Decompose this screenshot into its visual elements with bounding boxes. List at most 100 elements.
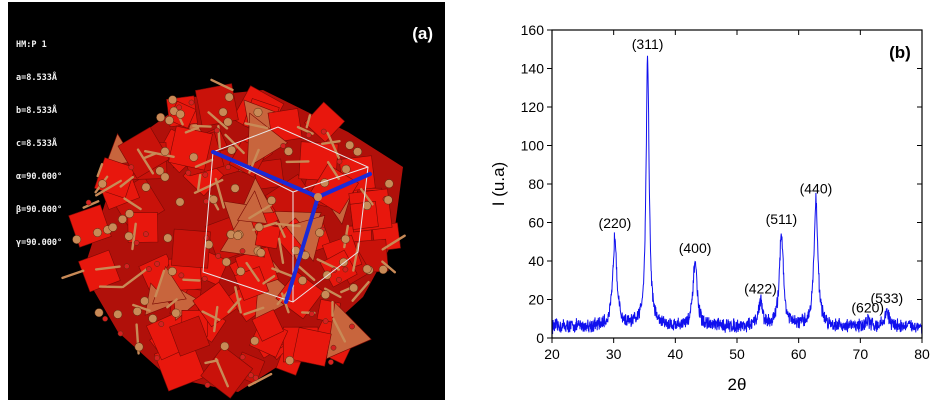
bond — [381, 260, 396, 274]
bond — [210, 78, 234, 92]
bond — [184, 126, 200, 134]
oxygen-atom — [117, 330, 124, 337]
bond — [143, 149, 175, 159]
bond — [243, 306, 265, 316]
bond — [204, 359, 219, 365]
crystal-structure-panel: HM:P 1 a=8.533Å b=8.533Å c=8.533Å α=90.0… — [8, 2, 445, 400]
bond — [94, 179, 123, 197]
x-tick-label: 20 — [544, 346, 560, 362]
bond — [82, 200, 100, 209]
oxygen-atom — [128, 164, 135, 171]
oxygen-atom — [85, 199, 92, 206]
plot-frame — [551, 29, 923, 339]
octahedron — [168, 125, 213, 171]
peak-label: (533) — [871, 290, 904, 306]
oxygen-atom — [336, 276, 342, 283]
oxygen-atom — [214, 127, 220, 134]
metal-atom — [341, 164, 351, 174]
metal-atom — [141, 182, 151, 192]
bond — [214, 357, 230, 388]
metal-atom — [256, 248, 266, 258]
metal-atom — [384, 179, 394, 189]
bond — [275, 222, 301, 228]
bond — [192, 124, 212, 128]
oxygen-atom — [154, 355, 160, 361]
metal-atom — [267, 195, 277, 205]
metal-atom — [113, 309, 123, 319]
peak-label: (422) — [744, 280, 777, 296]
bond — [61, 269, 85, 280]
x-tick-label: 30 — [606, 346, 622, 362]
crystal-axis-b — [316, 172, 372, 199]
x-tick-label: 40 — [668, 346, 684, 362]
peak-label: (620) — [851, 300, 884, 316]
bond — [262, 274, 276, 285]
peak-label: (440) — [800, 180, 833, 196]
metal-atom — [383, 195, 393, 205]
octahedron — [292, 327, 332, 367]
bond — [132, 303, 151, 312]
oxygen-atom — [336, 158, 343, 165]
tetrahedron — [237, 190, 268, 224]
oxygen-atom — [146, 266, 152, 272]
unit-cell-edge — [292, 166, 369, 193]
metal-atom — [233, 231, 243, 240]
bond — [381, 234, 406, 251]
metal-atom — [163, 233, 173, 243]
bond — [119, 175, 135, 188]
bond — [227, 297, 242, 314]
bond — [285, 160, 310, 164]
y-tick-label: 60 — [528, 215, 544, 231]
bond — [296, 125, 314, 135]
metal-atom — [93, 228, 102, 238]
oxygen-atom — [248, 372, 254, 379]
bond — [245, 261, 260, 282]
metal-atom — [125, 209, 134, 219]
oxygen-atom — [178, 272, 185, 279]
metal-atom — [285, 356, 295, 365]
y-tick-label: 140 — [521, 61, 545, 77]
oxygen-atom — [202, 171, 209, 178]
info-line: a=8.533Å — [16, 73, 57, 83]
metal-atom — [298, 276, 307, 285]
metal-atom — [236, 266, 246, 276]
metal-atom — [160, 172, 170, 182]
octahedron — [192, 281, 238, 328]
oxygen-atom — [154, 261, 160, 267]
octahedron — [169, 315, 210, 357]
bond — [98, 285, 124, 289]
bond — [121, 268, 148, 288]
metal-atom — [315, 228, 325, 238]
oxygen-atom — [239, 354, 246, 361]
bond — [277, 237, 285, 264]
metal-atom — [223, 117, 233, 127]
info-line: b=8.533Å — [16, 106, 57, 116]
metal-atom — [254, 222, 264, 232]
oxygen-atom — [185, 169, 192, 176]
crystal-axis-a — [211, 150, 320, 199]
bond — [247, 372, 273, 387]
metal-atom — [362, 201, 372, 211]
bond — [193, 178, 224, 195]
oxygen-atom — [158, 321, 165, 327]
unit-cell-info: HM:P 1 a=8.533Å b=8.533Å c=8.533Å α=90.0… — [16, 18, 62, 271]
bond — [278, 224, 286, 239]
metal-atom — [164, 115, 174, 125]
metal-atom — [321, 290, 330, 300]
metal-atom — [171, 308, 181, 318]
y-tick-label: 100 — [521, 138, 545, 154]
oxygen-atom — [308, 311, 315, 317]
oxygen-atom — [215, 253, 222, 259]
oxygen-atom — [280, 143, 287, 149]
bond — [271, 267, 294, 278]
xrd-pattern-line — [551, 55, 923, 335]
oxygen-atom — [188, 99, 195, 106]
metal-atom — [108, 222, 118, 232]
oxygen-atom — [305, 132, 312, 139]
bond — [94, 265, 121, 271]
oxygen-atom — [201, 275, 208, 282]
metal-atom — [148, 314, 158, 324]
bond — [96, 163, 104, 178]
metal-atom — [224, 92, 234, 102]
metal-atom — [118, 214, 127, 224]
